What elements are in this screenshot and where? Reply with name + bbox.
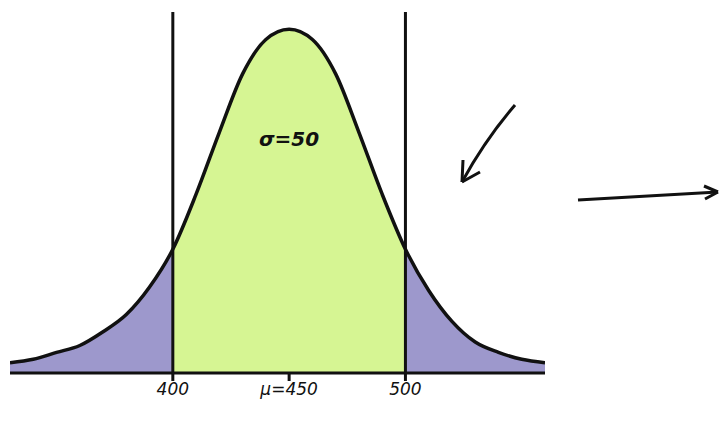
svg-text:400: 400: [157, 379, 189, 399]
svg-text:μ=450: μ=450: [259, 379, 318, 399]
svg-text:σ=50: σ=50: [259, 127, 319, 151]
svg-text:500: 500: [389, 379, 421, 399]
